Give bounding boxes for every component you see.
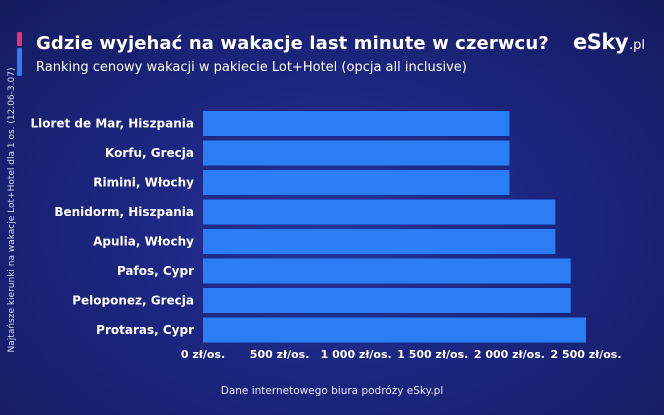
category-labels-group: Lloret de Mar, Hiszpania Korfu, Grecja Rim… — [30, 117, 194, 338]
x-tick-label-2: 1 000 zł/os. — [321, 348, 392, 361]
source-note: Dane internetowego biura podróży eSky.pl — [220, 385, 444, 397]
category-label-1: Korfu, Grecja — [105, 146, 194, 160]
accent-bar-pink — [17, 32, 22, 46]
logo-brand: eSky — [573, 30, 629, 54]
category-label-6: Peloponez, Grecja — [72, 294, 194, 308]
bar-3 — [203, 199, 556, 225]
category-label-0: Lloret de Mar, Hiszpania — [30, 117, 194, 131]
bar-6 — [203, 288, 571, 313]
bar-5 — [203, 258, 571, 284]
bar-2 — [203, 170, 510, 195]
bar-7 — [203, 317, 586, 343]
esky-logo: eSky.pl — [573, 30, 645, 54]
category-label-2: Rimini, Włochy — [93, 176, 194, 190]
x-tick-label-5: 2 500 zł/os. — [550, 348, 621, 361]
category-label-4: Apulia, Włochy — [93, 235, 194, 249]
x-tick-label-3: 1 500 zł/os. — [397, 348, 468, 361]
category-label-7: Protaras, Cypr — [96, 323, 194, 337]
accent-bar-blue — [17, 48, 22, 76]
x-tick-label-0: 0 zł/os. — [181, 348, 225, 361]
bar-1 — [203, 140, 510, 166]
category-label-3: Benidorm, Hiszpania — [54, 205, 194, 219]
chart-subtitle: Ranking cenowy wakacji w pakiecie Lot+Ho… — [36, 60, 467, 75]
x-tick-label-4: 2 000 zł/os. — [474, 348, 545, 361]
category-label-5: Pafos, Cypr — [117, 264, 194, 278]
logo-tld: .pl — [629, 38, 646, 53]
bar-4 — [203, 229, 556, 254]
tick-labels-group: 0 zł/os. 500 zł/os. 1 000 zł/os. 1 500 zł/o… — [181, 348, 622, 361]
bar-0 — [203, 111, 510, 136]
bars-group — [203, 111, 586, 343]
chart-title: Gdzie wyjehać na wakacje last minute w c… — [36, 33, 549, 54]
x-tick-label-1: 500 zł/os. — [250, 348, 310, 361]
